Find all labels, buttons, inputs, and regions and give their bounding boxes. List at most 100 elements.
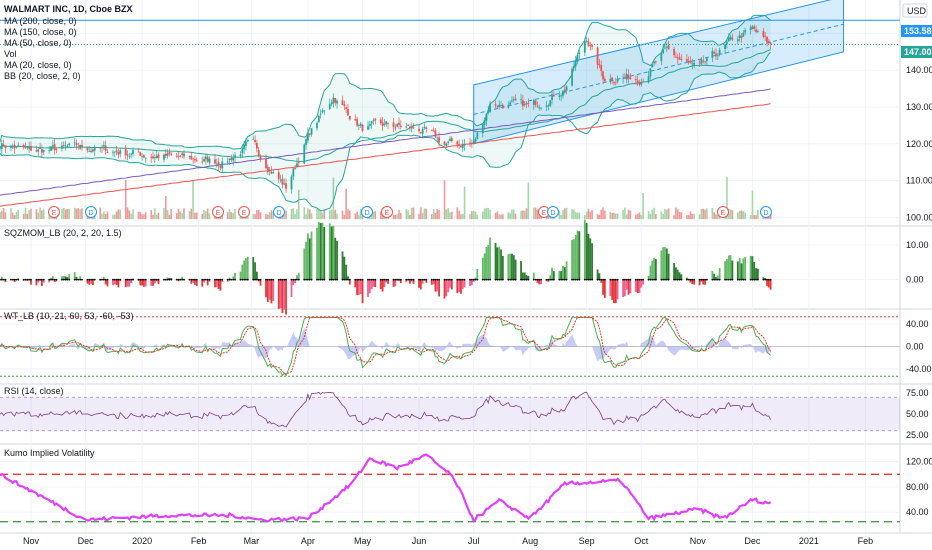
volume-bar [296, 209, 298, 220]
volume-bar [259, 212, 262, 220]
volume-bar [604, 210, 606, 220]
sqz-momentum-bar [740, 263, 743, 280]
candle-body [296, 163, 298, 167]
sqz-dot [676, 278, 679, 281]
candle-body [521, 100, 524, 107]
sqz-dot [168, 278, 171, 281]
sqz-momentum-bar [79, 276, 82, 280]
volume-bar [66, 208, 69, 220]
sqz-dot [316, 278, 318, 281]
candle-body [266, 166, 269, 173]
sqz-dot [627, 278, 630, 281]
volume-bar [254, 214, 256, 220]
candle-body [609, 78, 612, 83]
sqz-dot [489, 278, 491, 281]
sqz-dot [527, 278, 530, 281]
candle-body [611, 77, 614, 81]
sqz-momentum-bar [673, 263, 675, 280]
sqz-dot [511, 278, 513, 281]
candle-body [217, 162, 220, 166]
overlay-label-ma50: MA (50, close, 0) [4, 38, 72, 48]
candle-body [744, 30, 747, 33]
candle-body [226, 161, 229, 163]
time-axis[interactable]: Nov Dec 2020 Feb Mar Apr May Jun Jul Aug Sep Oct Nov… [23, 536, 873, 546]
candle-body [254, 139, 256, 142]
sqz-dot [523, 278, 526, 281]
sqz-momentum-bar [68, 274, 71, 280]
sqz-dot [217, 278, 220, 281]
sqz-momentum-bar [751, 256, 754, 280]
volume-bar [15, 211, 18, 220]
sqz-dot [290, 278, 293, 281]
volume-bar [500, 214, 502, 220]
sqz-momentum-bar [239, 271, 242, 280]
volume-bar [662, 213, 664, 220]
sqz-title: SQZMOM_LB (20, 2, 20, 1.5) [4, 228, 122, 238]
volume-bar [310, 213, 313, 220]
sqz-dot [132, 278, 134, 281]
volume-bar [753, 215, 756, 220]
sqz-dot [163, 278, 165, 281]
sqzmom-pane[interactable] [0, 219, 772, 315]
candle-body [627, 74, 630, 79]
candle-body [726, 41, 728, 44]
candle-body [438, 137, 440, 143]
sqz-momentum-bar [272, 279, 275, 301]
sqz-momentum-bar [625, 279, 628, 290]
currency-badge[interactable] [902, 3, 928, 18]
sqz-momentum-bar [290, 279, 293, 298]
candle-body [219, 165, 222, 168]
candle-body [24, 147, 27, 148]
volume-bar [749, 215, 752, 220]
sqz-momentum-bar [532, 272, 535, 280]
sqz-dot [755, 278, 757, 281]
sqz-dot [39, 278, 41, 281]
rsi-pane[interactable] [0, 391, 900, 432]
sqz-momentum-bar [86, 279, 89, 284]
candle-body [489, 103, 491, 113]
candle-body [290, 176, 293, 190]
sqz-momentum-bar [738, 257, 741, 280]
sqz-momentum-bar [215, 279, 218, 287]
candle-body [243, 144, 246, 150]
candle-body [623, 77, 626, 79]
volume-bar [587, 208, 590, 220]
sqz-dot [303, 278, 306, 281]
sqz-dot [137, 278, 140, 281]
sqz-dot [139, 278, 142, 281]
sqz-dot [660, 278, 663, 281]
sqz-dot [398, 278, 400, 281]
volume-bar [430, 214, 433, 220]
kumo-pane[interactable] [0, 453, 900, 524]
rsi-tick-label: 75.00 [906, 388, 929, 398]
candle-body [425, 127, 428, 129]
sqz-dot [678, 278, 681, 281]
sqz-dot [50, 278, 52, 281]
candle-body [0, 143, 3, 150]
sqz-momentum-bar [190, 279, 193, 284]
volume-bar [458, 210, 460, 220]
sqz-momentum-bar [392, 279, 395, 287]
candle-body [208, 158, 211, 163]
time-tick-label: Feb [858, 536, 874, 546]
sqz-dot [742, 278, 745, 281]
wt-tick-label: 40.00 [906, 319, 929, 329]
wavetrend-pane[interactable] [0, 316, 900, 377]
candle-body [61, 145, 63, 149]
candle-body [664, 47, 666, 49]
sqz-dot [425, 278, 428, 281]
sqz-dot [101, 278, 103, 281]
candle-body [764, 35, 767, 37]
volume-bar [562, 209, 564, 220]
sqz-dot [42, 278, 45, 281]
candle-body [698, 62, 701, 64]
volume-bar [673, 215, 675, 220]
candle-body [685, 59, 688, 62]
candle-body [88, 151, 91, 152]
volume-bar [35, 209, 38, 220]
candle-body [547, 105, 550, 107]
price-axis[interactable]: 100.00110.00120.00130.00140.00150.000.00… [906, 28, 932, 517]
sqz-momentum-bar [458, 279, 461, 292]
